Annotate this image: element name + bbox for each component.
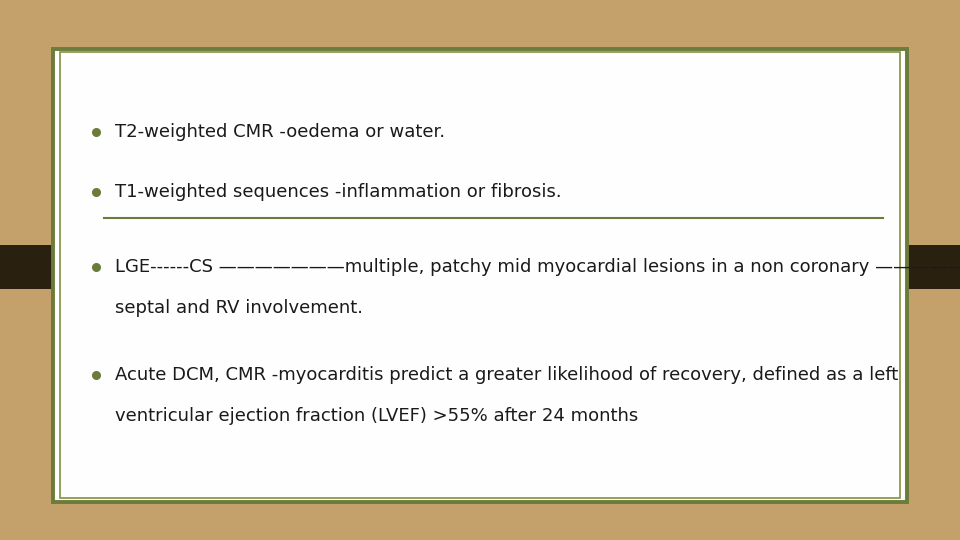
Text: T1-weighted sequences -inflammation or fibrosis.: T1-weighted sequences -inflammation or f… [115, 183, 562, 201]
Text: ventricular ejection fraction (LVEF) >55% after 24 months: ventricular ejection fraction (LVEF) >55… [115, 407, 638, 425]
Bar [60, 52, 900, 498]
Text: T2-weighted CMR -oedema or water.: T2-weighted CMR -oedema or water. [115, 123, 445, 141]
Bar [53, 49, 907, 502]
Text: Acute DCM, CMR -myocarditis predict a greater likelihood of recovery, defined as: Acute DCM, CMR -myocarditis predict a gr… [115, 366, 899, 384]
Bar [53, 49, 907, 502]
Text: septal and RV involvement.: septal and RV involvement. [115, 299, 363, 317]
Bar [0, 245, 960, 289]
Text: LGE------CS ———————multiple, patchy mid myocardial lesions in a non coronary ———: LGE------CS ———————multiple, patchy mid … [115, 258, 960, 276]
